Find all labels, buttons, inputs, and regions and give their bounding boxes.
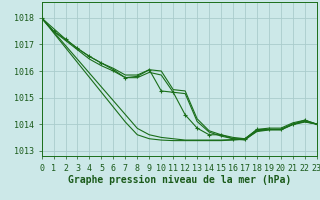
X-axis label: Graphe pression niveau de la mer (hPa): Graphe pression niveau de la mer (hPa) [68,175,291,185]
